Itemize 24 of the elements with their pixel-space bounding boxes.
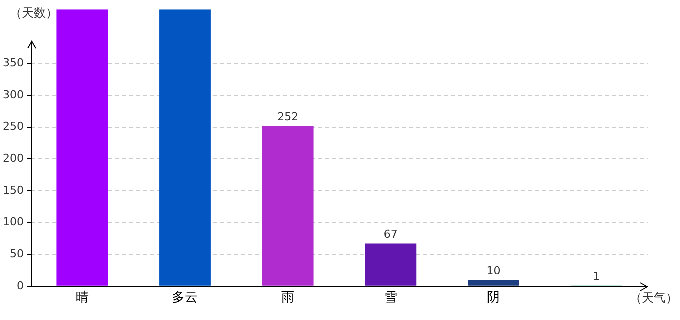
x-tick-label: 多云 — [172, 290, 198, 306]
bar — [365, 244, 417, 286]
x-tick-label: 雨 — [282, 290, 295, 306]
y-tick-label: 350 — [2, 56, 24, 70]
x-tick-label: 晴 — [76, 290, 89, 306]
y-tick-label: 0 — [16, 279, 24, 292]
y-axis-title: （天数） — [10, 6, 58, 20]
x-tick-label: 雪 — [384, 290, 398, 306]
x-tick-label: 阴 — [487, 290, 500, 306]
bar — [160, 10, 211, 286]
y-tick-label: 50 — [10, 247, 24, 260]
data-label: 252 — [278, 110, 299, 124]
x-axis-title: （天气） — [630, 291, 678, 306]
y-tick-label: 100 — [2, 216, 24, 229]
data-label: 10 — [486, 264, 501, 278]
y-tick-label: 300 — [2, 88, 24, 102]
data-label: 67 — [384, 228, 398, 242]
bar — [56, 10, 108, 286]
data-label: 1 — [593, 270, 600, 284]
y-tick-label: 150 — [2, 184, 24, 197]
y-tick-label: 250 — [2, 120, 24, 134]
bar — [262, 126, 314, 286]
y-tick-label: 200 — [2, 152, 24, 165]
bar — [468, 280, 520, 286]
